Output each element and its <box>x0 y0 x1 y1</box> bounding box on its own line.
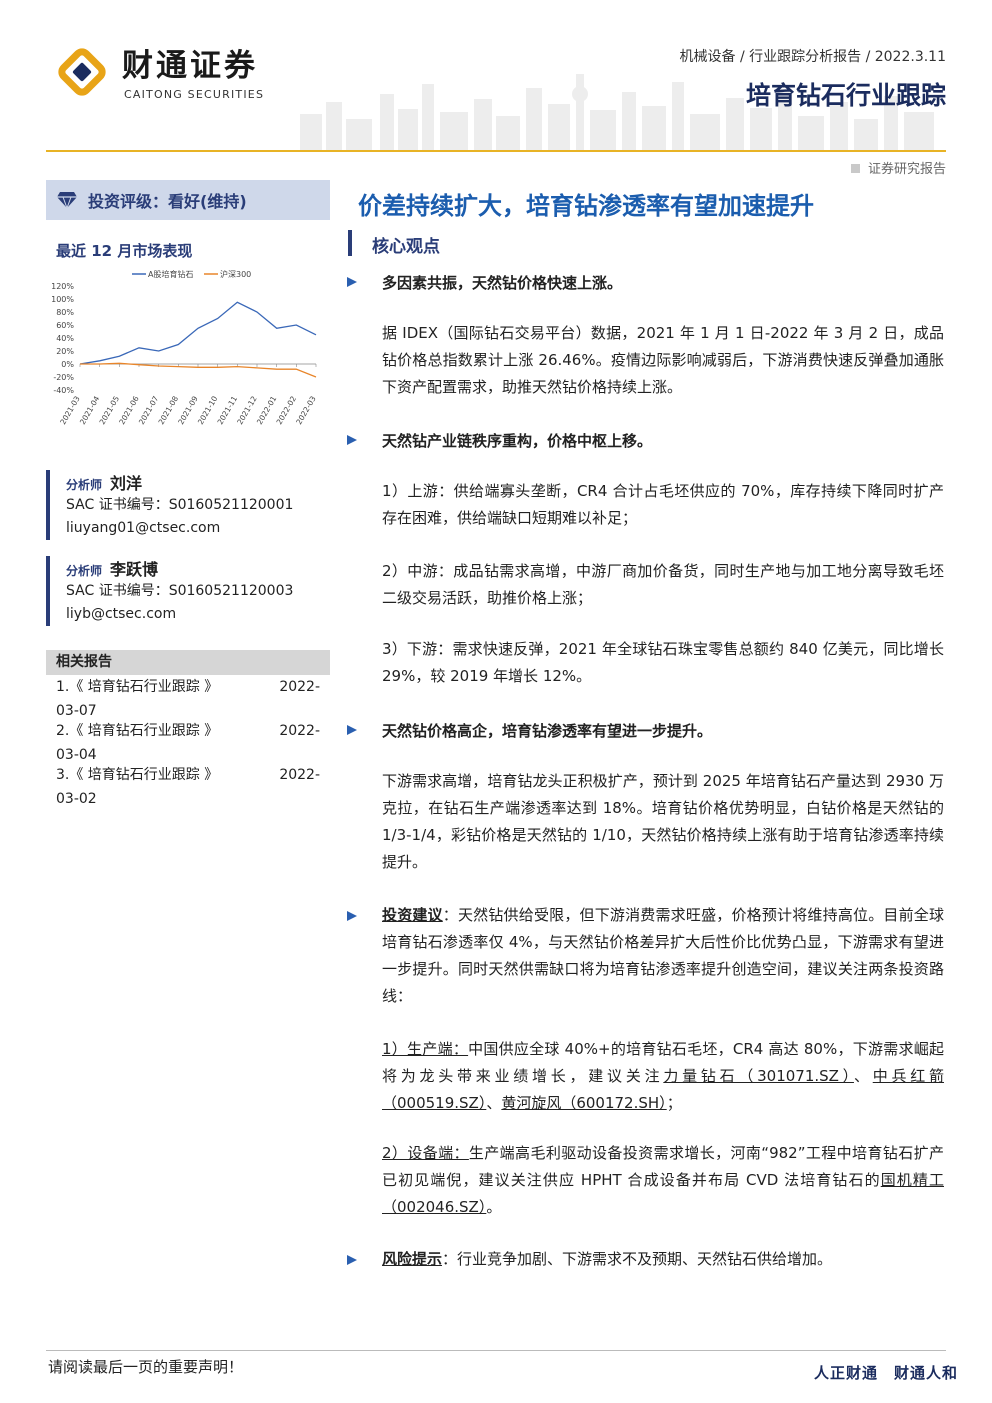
analyst-accent-bar <box>46 556 50 626</box>
market-performance-chart: A股培育钻石 沪深300 120% 100% 80% 60% 40% 20% 0% -20% -4… <box>51 269 318 426</box>
section-paragraph-4c: 2）设备端：生产端高毛利驱动设备投资需求增长，河南“982”工程中培育钻石扩产已… <box>382 1140 944 1221</box>
related-report-date-tail: 03-07 <box>56 703 97 719</box>
brand-name-cn: 财通证券 <box>122 48 258 84</box>
production-text: 中国供应全球 40%+的培育钻石毛坯，CR4 高达 80%，下游需求崛起将为龙头… <box>382 1040 945 1085</box>
y-tick-label: 20% <box>56 347 74 356</box>
analyst-role: 分析师 <box>66 478 103 492</box>
related-report-date-tail: 03-04 <box>56 747 97 763</box>
y-tick-label: 120% <box>51 282 74 291</box>
section-paragraph-4b: 1）生产端：中国供应全球 40%+的培育钻石毛坯，CR4 高达 80%，下游需求… <box>382 1036 944 1117</box>
report-headline: 价差持续扩大，培育钻渗透率有望加速提升 <box>358 192 814 220</box>
related-reports-title: 相关报告 <box>46 650 330 675</box>
footer-divider <box>46 1350 946 1351</box>
y-tick-label: -40% <box>53 386 74 395</box>
stock-link-1[interactable]: 力量钻石（301071.SZ） <box>663 1067 854 1085</box>
footer-slogan: 人正财通 财通人和 <box>813 1364 958 1382</box>
analyst-email[interactable]: liuyang01@ctsec.com <box>66 520 221 536</box>
section-heading-5: 风险提示 <box>382 1250 443 1268</box>
analyst-role: 分析师 <box>66 564 103 578</box>
analyst-sac: SAC 证书编号：S0160521120001 <box>66 497 294 513</box>
y-tick-label: 40% <box>56 334 74 343</box>
y-tick-label: 100% <box>51 295 74 304</box>
punctuation: ； <box>666 1094 682 1112</box>
bullet-arrow-icon <box>347 277 357 287</box>
section-heading-4: 投资建议 <box>382 906 443 924</box>
section-heading-1: 多因素共振，天然钻价格快速上涨。 <box>382 274 623 292</box>
caitong-logo-icon <box>58 48 106 96</box>
section-paragraph-4: 投资建议：天然钻供给受限，但下游消费需求旺盛，价格预计将维持高位。目前全球培育钻… <box>382 902 944 1010</box>
bullet-arrow-icon <box>347 435 357 445</box>
analyst-name: 李跃博 <box>110 560 159 579</box>
equipment-lead: 2）设备端： <box>382 1144 469 1162</box>
punctuation: 。 <box>486 1198 502 1216</box>
bullet-arrow-icon <box>347 911 357 921</box>
section-paragraph-1: 据 IDEX（国际钻石交易平台）数据，2021 年 1 月 1 日-2022 年… <box>382 324 944 396</box>
section-heading-3: 天然钻价格高企，培育钻渗透率有望进一步提升。 <box>382 722 713 740</box>
legend-label: A股培育钻石 <box>148 269 193 279</box>
stock-link-3[interactable]: 黄河旋风（600172.SH） <box>501 1094 667 1112</box>
separator: 、 <box>486 1094 502 1112</box>
related-report-title: 2.《 培育钻石行业跟踪 》 <box>56 723 219 739</box>
rating-box: 投资评级：看好(维持) <box>46 180 330 220</box>
y-tick-label: 80% <box>56 308 74 317</box>
disclaimer-note: 请阅读最后一页的重要声明！ <box>48 1358 244 1376</box>
section-paragraph-2c: 3）下游：需求快速反弹，2021 年全球钻石珠宝零售总额约 840 亿美元，同比… <box>382 640 944 685</box>
market-performance-title: 最近 12 月市场表现 <box>56 242 193 260</box>
doc-type-text: 证券研究报告 <box>867 162 946 177</box>
section-heading-2: 天然钻产业链秩序重构，价格中枢上移。 <box>382 432 653 450</box>
analyst-sac: SAC 证书编号：S0160521120003 <box>66 583 294 599</box>
legend-label: 沪深300 <box>220 269 251 279</box>
related-report-title: 3.《 培育钻石行业跟踪 》 <box>56 767 219 783</box>
series-line <box>80 362 317 378</box>
section-paragraph-2b: 2）中游：成品钻需求高增，中游厂商加价备货，同时生产地与加工地分离导致毛坯二级交… <box>382 562 944 607</box>
production-lead: 1）生产端： <box>382 1040 469 1058</box>
analyst-2: 分析师 李跃博 SAC 证书编号：S0160521120003 liyb@ctse… <box>66 556 293 626</box>
section-accent-bar <box>348 230 352 256</box>
separator: 、 <box>853 1067 873 1085</box>
risk-text: ：行业竞争加剧、下游需求不及预期、天然钻石供给增加。 <box>442 1250 833 1268</box>
brand-name-en: CAITONG SECURITIES <box>124 88 265 101</box>
core-views-title: 核心观点 <box>372 237 440 257</box>
y-tick-label: 0% <box>61 360 74 369</box>
section-paragraph-3: 下游需求高增，培育钻龙头正积极扩产，预计到 2025 年培育钻石产量达到 293… <box>382 772 944 871</box>
y-tick-label: -20% <box>53 373 74 382</box>
rating-label: 投资评级：看好(维持) <box>88 192 247 211</box>
report-series-title: 培育钻石行业跟踪 <box>745 81 946 110</box>
square-icon <box>850 164 860 173</box>
analyst-1: 分析师 刘洋 SAC 证书编号：S0160521120001 liuyang01@… <box>66 470 293 540</box>
doc-type-label: 证券研究报告 <box>850 158 946 177</box>
series-line <box>79 301 317 365</box>
investment-advice-text: ：天然钻供给受限，但下游消费需求旺盛，价格预计将维持高位。目前全球培育钻石渗透率… <box>382 906 944 1005</box>
related-report-item[interactable]: 1.《 培育钻石行业跟踪 》 2022- 03-07 <box>56 675 320 723</box>
bullet-arrow-icon <box>347 1255 357 1265</box>
related-report-item[interactable]: 2.《 培育钻石行业跟踪 》 2022- 03-04 <box>56 719 320 767</box>
analyst-accent-bar <box>46 470 50 540</box>
diamond-icon <box>57 192 77 209</box>
related-report-item[interactable]: 3.《 培育钻石行业跟踪 》 2022- 03-02 <box>56 763 320 811</box>
related-report-date: 2022- <box>279 679 320 695</box>
related-report-date: 2022- <box>279 767 320 783</box>
report-meta: 机械设备 / 行业跟踪分析报告 / 2022.3.11 <box>679 49 947 65</box>
header-divider <box>46 150 946 152</box>
related-report-title: 1.《 培育钻石行业跟踪 》 <box>56 679 219 695</box>
stock-link-2[interactable]: 中兵红箭（000519.SZ） <box>382 1067 944 1112</box>
equipment-text: 生产端高毛利驱动设备投资需求增长，河南“982”工程中培育钻石扩产已初见端倪，建… <box>382 1144 944 1189</box>
city-skyline-decoration <box>300 74 934 150</box>
bullet-arrow-icon <box>347 725 357 735</box>
stock-link-4[interactable]: 国机精工（002046.SZ） <box>382 1171 944 1216</box>
related-report-date-tail: 03-02 <box>56 791 97 807</box>
y-tick-label: 60% <box>56 321 74 330</box>
section-paragraph-2a: 1）上游：供给端寡头垄断，CR4 合计占毛坯供应的 70%，库存持续下降同时扩产… <box>382 482 944 527</box>
related-report-date: 2022- <box>279 723 320 739</box>
section-paragraph-5: 风险提示：行业竞争加剧、下游需求不及预期、天然钻石供给增加。 <box>382 1246 944 1273</box>
analyst-name: 刘洋 <box>110 474 143 493</box>
analyst-email[interactable]: liyb@ctsec.com <box>66 606 177 622</box>
